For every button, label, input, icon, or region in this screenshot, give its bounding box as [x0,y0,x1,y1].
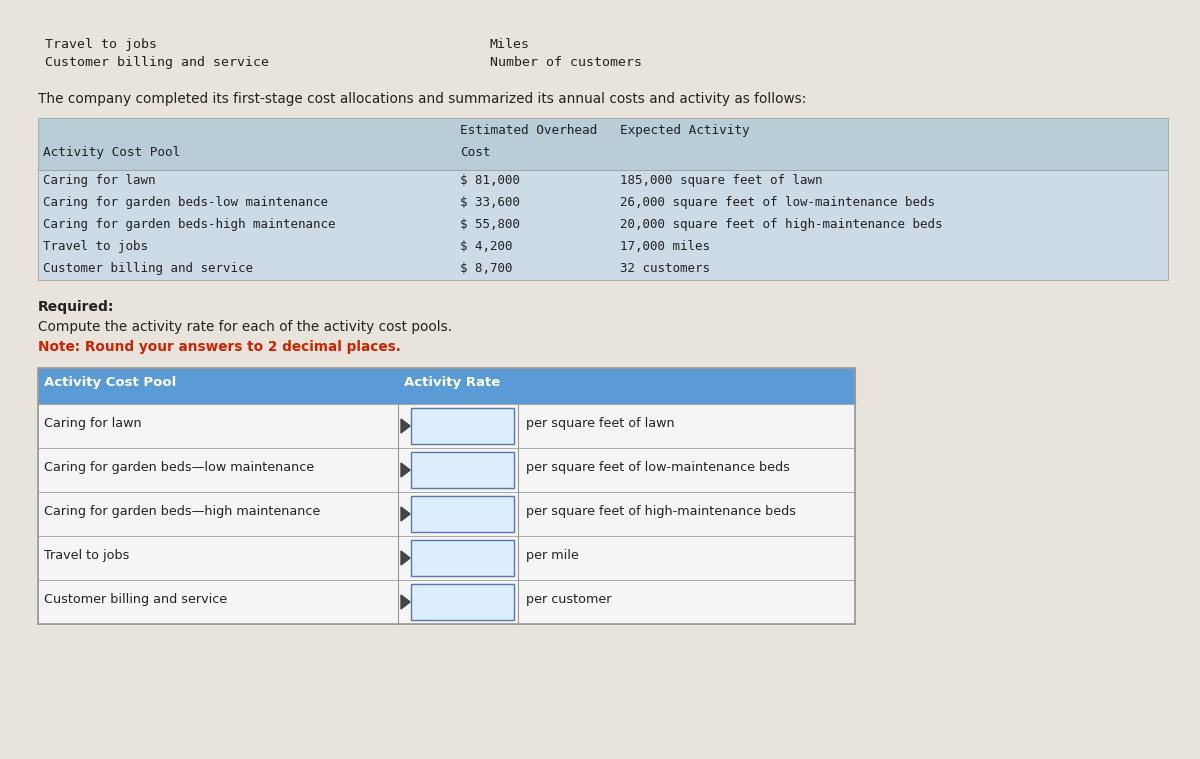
Bar [38,492,854,536]
Polygon shape [401,551,410,565]
Text: per mile: per mile [526,549,578,562]
Text: Compute the activity rate for each of the activity cost pools.: Compute the activity rate for each of th… [38,320,452,334]
Text: Caring for garden beds-high maintenance: Caring for garden beds-high maintenance [43,218,336,231]
Bar [412,452,514,488]
Text: Miles: Miles [490,38,530,51]
Text: per customer: per customer [526,593,612,606]
Bar [38,404,854,448]
Text: 20,000 square feet of high-maintenance beds: 20,000 square feet of high-maintenance b… [620,218,942,231]
Text: Note: Round your answers to 2 decimal places.: Note: Round your answers to 2 decimal pl… [38,340,401,354]
Polygon shape [401,507,410,521]
Bar [412,496,514,532]
Bar [38,448,854,492]
Text: Caring for garden beds-low maintenance: Caring for garden beds-low maintenance [43,196,328,209]
Text: Caring for garden beds—low maintenance: Caring for garden beds—low maintenance [44,461,314,474]
Text: Travel to jobs: Travel to jobs [46,38,157,51]
Text: Caring for lawn: Caring for lawn [44,417,142,430]
Polygon shape [401,419,410,433]
Text: Caring for lawn: Caring for lawn [43,174,156,187]
Bar [38,170,1168,280]
Text: per square feet of lawn: per square feet of lawn [526,417,674,430]
Bar [412,540,514,576]
Bar [38,368,854,404]
Text: Travel to jobs: Travel to jobs [44,549,130,562]
Polygon shape [401,463,410,477]
Text: Travel to jobs: Travel to jobs [43,240,148,253]
Text: $ 55,800: $ 55,800 [460,218,520,231]
Polygon shape [401,595,410,609]
Text: 32 customers: 32 customers [620,262,710,275]
Bar [38,118,1168,170]
Bar [412,408,514,444]
Text: Activity Cost Pool: Activity Cost Pool [43,146,180,159]
Text: Customer billing and service: Customer billing and service [46,56,269,69]
Text: Customer billing and service: Customer billing and service [43,262,253,275]
Text: per square feet of low-maintenance beds: per square feet of low-maintenance beds [526,461,790,474]
Text: 17,000 miles: 17,000 miles [620,240,710,253]
Text: Caring for garden beds—high maintenance: Caring for garden beds—high maintenance [44,505,320,518]
Bar [38,536,854,580]
Text: per square feet of high-maintenance beds: per square feet of high-maintenance beds [526,505,796,518]
Text: Activity Rate: Activity Rate [404,376,500,389]
Text: $ 8,700: $ 8,700 [460,262,512,275]
Text: Required:: Required: [38,300,114,314]
Text: 185,000 square feet of lawn: 185,000 square feet of lawn [620,174,822,187]
Text: Number of customers: Number of customers [490,56,642,69]
Text: Cost: Cost [460,146,491,159]
Text: $ 4,200: $ 4,200 [460,240,512,253]
Bar [412,584,514,620]
Text: $ 81,000: $ 81,000 [460,174,520,187]
Bar [38,368,854,624]
Text: Customer billing and service: Customer billing and service [44,593,227,606]
Text: The company completed its first-stage cost allocations and summarized its annual: The company completed its first-stage co… [38,92,806,106]
Text: 26,000 square feet of low-maintenance beds: 26,000 square feet of low-maintenance be… [620,196,935,209]
Bar [38,580,854,624]
Text: Activity Cost Pool: Activity Cost Pool [44,376,176,389]
Text: Estimated Overhead: Estimated Overhead [460,124,598,137]
Text: $ 33,600: $ 33,600 [460,196,520,209]
Text: Expected Activity: Expected Activity [620,124,750,137]
